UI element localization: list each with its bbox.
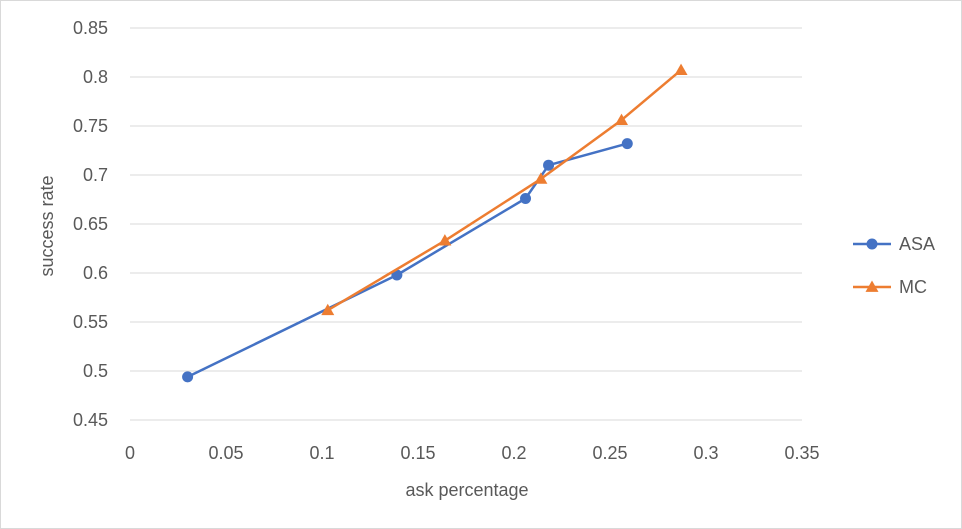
legend-label-mc: MC [899,277,927,297]
x-tick-label: 0.1 [309,443,334,463]
x-tick-label: 0.25 [592,443,627,463]
x-tick-label: 0.15 [400,443,435,463]
x-tick-labels: 0 0.05 0.1 0.15 0.2 0.25 0.3 0.35 [125,443,820,463]
data-point-asa [621,138,633,150]
x-tick-label: 0.35 [784,443,819,463]
series-line-asa [187,142,628,379]
data-point-mc [321,303,335,316]
series-line-mc [327,69,682,312]
y-tick-label: 0.65 [73,214,108,234]
y-axis-label: success rate [37,175,57,276]
x-axis-label: ask percentage [405,480,528,500]
y-tick-label: 0.45 [73,410,108,430]
data-point-asa [520,193,532,205]
legend-marker-mc [865,280,879,292]
x-tick-label: 0.3 [693,443,718,463]
y-tick-label: 0.7 [83,165,108,185]
y-tick-label: 0.55 [73,312,108,332]
data-point-mc [438,234,452,246]
y-tick-label: 0.6 [83,263,108,283]
y-tick-label: 0.85 [73,18,108,38]
x-tick-label: 0.2 [501,443,526,463]
data-point-mc [534,172,548,184]
legend: ASA MC [853,234,935,297]
gridlines [130,27,802,421]
data-point-asa [543,159,555,171]
legend-label-asa: ASA [899,234,935,254]
y-tick-label: 0.75 [73,116,108,136]
x-tick-label: 0.05 [208,443,243,463]
data-point-mc [674,63,688,76]
data-point-asa [182,371,194,383]
y-tick-labels: 0.45 0.5 0.55 0.6 0.65 0.7 0.75 0.8 0.85 [73,18,108,430]
y-tick-label: 0.8 [83,67,108,87]
legend-marker-asa [866,238,878,250]
x-tick-label: 0 [125,443,135,463]
data-point-mc [615,113,629,125]
series-group [182,63,688,383]
y-tick-label: 0.5 [83,361,108,381]
